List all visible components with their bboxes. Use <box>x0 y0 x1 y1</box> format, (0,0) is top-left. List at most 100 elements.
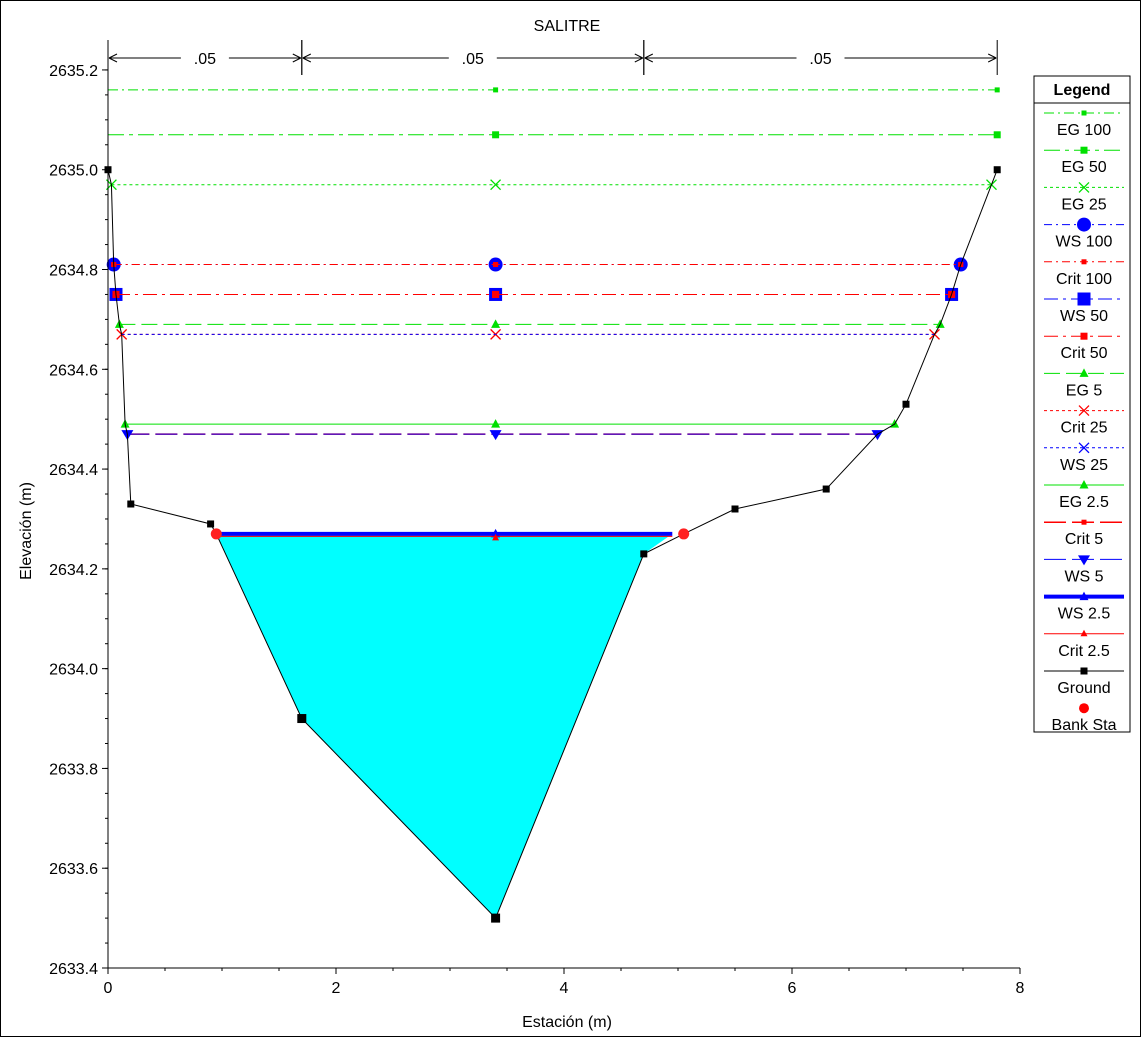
legend-marker <box>1078 181 1090 193</box>
x-axis-label: Estación (m) <box>522 1014 612 1031</box>
x-tick-label: 0 <box>104 980 113 997</box>
legend-label: EG 2.5 <box>1059 494 1109 511</box>
legend-label: Crit 2.5 <box>1058 643 1110 660</box>
mannings-arrow <box>634 53 644 63</box>
legend-marker <box>1081 519 1087 525</box>
series-marker <box>493 87 499 93</box>
legend-item-ws-50: WS 50 <box>1044 292 1124 325</box>
y-tick-label: 2634.0 <box>49 662 98 679</box>
x-tick-label: 8 <box>1016 980 1025 997</box>
legend-item-crit-100: Crit 100 <box>1044 259 1124 288</box>
legend-marker <box>1080 332 1088 340</box>
x-tick-label: 4 <box>560 980 569 997</box>
legend-label: EG 50 <box>1061 159 1106 176</box>
water-fill <box>216 533 673 919</box>
mannings-layer: .05 .05 .05 <box>107 40 998 75</box>
bank-station-marker <box>678 528 690 540</box>
series-eg-25 <box>105 179 997 191</box>
legend-label: Crit 5 <box>1065 531 1103 548</box>
mannings-arrow <box>302 53 312 63</box>
y-axis-label: Elevación (m) <box>18 482 35 580</box>
legend-item-crit-5: Crit 5 <box>1044 519 1124 548</box>
legend-marker <box>1079 703 1089 714</box>
series-ws-2-5 <box>216 528 673 538</box>
series-marker <box>491 319 501 328</box>
series-marker <box>490 179 502 191</box>
ground-marker <box>731 505 739 513</box>
ground-marker <box>902 400 910 408</box>
legend-title: Legend <box>1054 82 1111 99</box>
x-tick-label: 2 <box>332 980 341 997</box>
legend-marker <box>1078 555 1090 566</box>
series-marker <box>491 419 501 428</box>
bank-station-marker <box>210 528 222 540</box>
mannings-label: .05 <box>809 51 831 68</box>
series-marker <box>993 131 1001 139</box>
legend-item-crit-2-5: Crit 2.5 <box>1044 629 1124 660</box>
axes-layer: 2633.4 2633.6 2633.8 2634.0 2634.2 2634.4 2634… <box>49 40 1025 997</box>
series-marker <box>491 528 501 538</box>
legend-item-ws-25: WS 25 <box>1044 442 1124 474</box>
series-eg-50 <box>108 131 1001 139</box>
series-marker <box>492 131 500 139</box>
legend-label: WS 50 <box>1060 308 1108 325</box>
legend-item-crit-50: Crit 50 <box>1044 332 1124 362</box>
y-tick-label: 2634.4 <box>49 462 98 479</box>
legend-item-eg-50: EG 50 <box>1044 146 1124 176</box>
crit-2-5-marker <box>492 533 500 541</box>
ground-marker <box>207 520 215 528</box>
ground-marker <box>297 714 307 724</box>
mannings-arrow <box>987 53 997 63</box>
water-fill-layer <box>216 533 673 919</box>
ground-marker <box>640 550 648 558</box>
ground-layer <box>104 166 1001 923</box>
legend-item-ground: Ground <box>1044 667 1124 697</box>
legend-marker <box>1078 405 1090 417</box>
ground-line <box>107 169 998 920</box>
legend-marker <box>1077 217 1091 232</box>
series-marker <box>994 87 1000 93</box>
legend-label: EG 100 <box>1057 122 1111 139</box>
mannings-label: .05 <box>462 51 484 68</box>
series-eg-5 <box>114 319 945 328</box>
legend-label: Bank Sta <box>1052 717 1117 734</box>
mannings-arrow <box>644 53 654 63</box>
legend-item-eg-25: EG 25 <box>1044 181 1124 213</box>
crit-overlay-marker <box>493 262 499 268</box>
legend-item-crit-25: Crit 25 <box>1044 405 1124 437</box>
legend-label: Crit 50 <box>1060 345 1107 362</box>
legend-label: Crit 25 <box>1060 420 1107 437</box>
legend-marker <box>1080 667 1088 675</box>
y-tick-label: 2633.8 <box>49 761 98 778</box>
legend-marker <box>1081 110 1087 116</box>
legend-marker <box>1080 146 1088 154</box>
ground-marker <box>127 500 135 508</box>
legend-label: WS 25 <box>1060 457 1108 474</box>
ground-marker <box>993 166 1001 174</box>
y-tick-label: 2635.0 <box>49 163 98 180</box>
legend-marker <box>1077 292 1091 306</box>
legend-item-ws-5: WS 5 <box>1044 555 1124 585</box>
series-crit-100 <box>111 262 964 268</box>
mannings-arrow <box>108 53 118 63</box>
legend-marker <box>1081 259 1087 265</box>
legend-item-ws-2-5: WS 2.5 <box>1044 591 1124 623</box>
ground-marker <box>822 485 830 493</box>
crit-overlay-marker <box>492 290 500 298</box>
series-crit-25 <box>116 328 940 340</box>
y-tick-label: 2635.2 <box>49 63 98 80</box>
legend-label: EG 25 <box>1061 196 1106 213</box>
legend-item-bank-sta: Bank Sta <box>1052 703 1117 734</box>
y-tick-label: 2633.6 <box>49 861 98 878</box>
legend: Legend EG 100 EG 50 EG 25 WS 100 Crit 100 WS … <box>1033 75 1131 734</box>
series-ws-5 <box>121 430 884 441</box>
legend-label: EG 5 <box>1066 382 1103 399</box>
legend-marker <box>1079 591 1089 601</box>
legend-label: Ground <box>1057 680 1110 697</box>
x-tick-label: 6 <box>788 980 797 997</box>
series-crit-50 <box>112 290 956 298</box>
legend-label: WS 5 <box>1064 568 1103 585</box>
legend-item-eg-5: EG 5 <box>1044 368 1124 399</box>
series-marker <box>489 430 502 441</box>
legend-label: Crit 100 <box>1056 271 1112 288</box>
